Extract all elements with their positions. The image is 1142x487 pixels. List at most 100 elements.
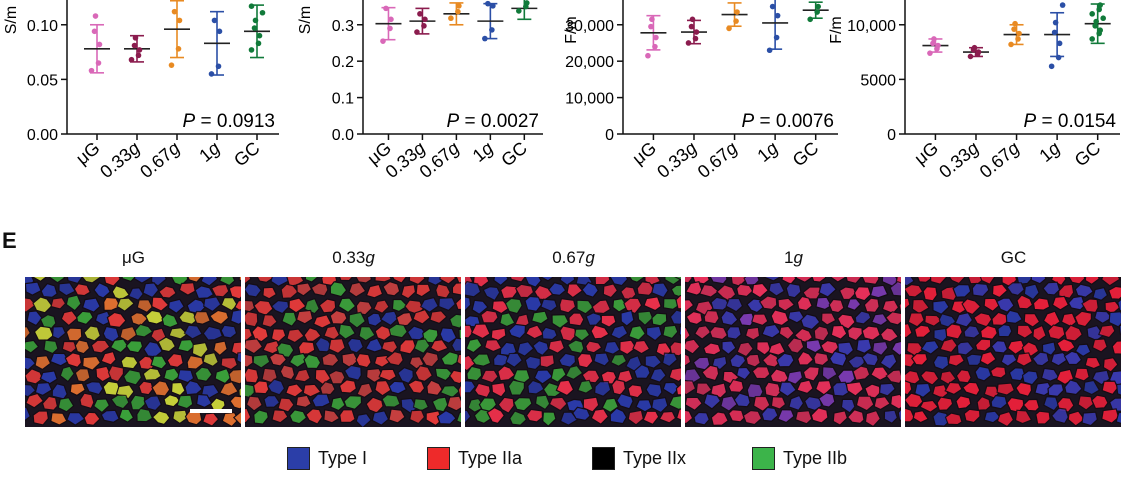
- micrograph-033g: [245, 277, 461, 427]
- data-point: [421, 23, 427, 29]
- data-point: [176, 17, 183, 24]
- data-point: [248, 3, 255, 10]
- data-point: [388, 16, 394, 23]
- data-point: [815, 3, 821, 10]
- data-point: [482, 35, 488, 42]
- data-point: [814, 9, 820, 15]
- data-point: [653, 34, 659, 41]
- data-point: [490, 3, 496, 9]
- x-tick-label: GC: [230, 138, 264, 171]
- data-point: [1048, 63, 1055, 70]
- micrograph-gc: [905, 277, 1121, 427]
- data-point: [485, 0, 491, 7]
- x-tick-label: 0.33g: [935, 138, 982, 182]
- data-point: [1097, 2, 1103, 8]
- data-point: [692, 35, 699, 42]
- legend-item-type-iix: Type IIx: [592, 445, 686, 471]
- data-point: [693, 29, 700, 35]
- micrograph-texture: [905, 277, 1121, 427]
- data-point: [773, 34, 780, 41]
- legend-item-type-i: Type I: [287, 445, 367, 471]
- data-point: [251, 25, 258, 31]
- y-tick-label: 10,000: [847, 18, 896, 35]
- data-point: [766, 47, 773, 54]
- y-axis-label: S/m: [3, 6, 20, 34]
- legend-label-type-iib: Type IIb: [783, 447, 848, 468]
- p-value: P = 0.0154: [1024, 111, 1117, 132]
- data-point: [930, 40, 936, 47]
- data-point: [252, 17, 259, 24]
- data-point: [383, 5, 389, 12]
- data-point: [1093, 18, 1099, 25]
- series-033g: [962, 44, 989, 60]
- image-title-067g: 0.67g: [552, 248, 595, 267]
- x-tick-label: 0.67g: [976, 138, 1023, 182]
- y-tick-label: 10,000: [565, 91, 614, 108]
- p-value: P = 0.0076: [742, 111, 834, 132]
- data-point: [422, 16, 428, 23]
- data-point: [171, 8, 178, 15]
- y-tick-label: 0.05: [27, 72, 58, 89]
- scale-bar: [190, 409, 232, 413]
- data-point: [88, 67, 95, 74]
- data-point: [648, 23, 654, 30]
- image-title-ug: μG: [121, 248, 146, 267]
- data-point: [1059, 2, 1066, 8]
- series-1g: [1044, 2, 1071, 70]
- data-point: [1092, 23, 1098, 29]
- data-point: [175, 46, 182, 52]
- series-GC: [511, 0, 538, 21]
- series-1g: [762, 0, 789, 54]
- data-point: [734, 9, 740, 15]
- series-1g: [204, 10, 230, 77]
- data-point: [92, 13, 99, 19]
- data-point: [733, 18, 739, 24]
- data-point: [1011, 26, 1017, 32]
- data-point: [645, 52, 651, 59]
- x-tick-label: 1g: [1035, 138, 1063, 166]
- data-point: [1100, 15, 1106, 22]
- data-point: [689, 16, 696, 23]
- y-tick-label: 0: [605, 127, 614, 144]
- y-tick-label: 0.1: [332, 91, 354, 108]
- x-tick-label: GC: [1071, 138, 1105, 171]
- data-point: [726, 25, 732, 32]
- data-point: [975, 49, 982, 55]
- micrograph-texture: [25, 277, 241, 427]
- series-067g: [443, 2, 470, 26]
- series-G: [375, 5, 402, 44]
- micrograph-1g: [685, 277, 901, 427]
- data-point: [95, 60, 102, 66]
- y-tick-label: 30,000: [565, 18, 614, 35]
- data-point: [931, 36, 937, 42]
- data-point: [417, 11, 423, 17]
- series-GC: [244, 3, 270, 59]
- data-point: [1056, 40, 1063, 47]
- legend-label-type-iia: Type IIa: [458, 447, 523, 468]
- data-point: [652, 43, 658, 50]
- data-point: [1008, 41, 1014, 48]
- p-value: P = 0.0913: [183, 111, 275, 132]
- x-tick-label: 0.33g: [96, 138, 143, 182]
- legend-item-type-iib: Type IIb: [752, 445, 847, 471]
- data-point: [211, 17, 218, 24]
- data-point: [1089, 11, 1095, 17]
- fiber-type-legend: Type I Type IIa Type IIx Type IIb: [0, 441, 1142, 475]
- series-067g: [1003, 20, 1030, 48]
- x-tick-label: GC: [789, 138, 823, 171]
- legend-item-type-iia: Type IIa: [427, 445, 522, 471]
- y-tick-label: 0.2: [332, 54, 354, 71]
- y-axis-label: S/m: [297, 6, 314, 34]
- x-tick-label: 0.67g: [694, 138, 741, 182]
- data-point: [91, 28, 98, 35]
- series-033g: [680, 16, 707, 46]
- data-point: [649, 16, 655, 23]
- data-point: [774, 12, 781, 19]
- y-tick-label: 5000: [860, 72, 896, 89]
- data-point: [248, 47, 255, 53]
- data-point: [688, 23, 695, 30]
